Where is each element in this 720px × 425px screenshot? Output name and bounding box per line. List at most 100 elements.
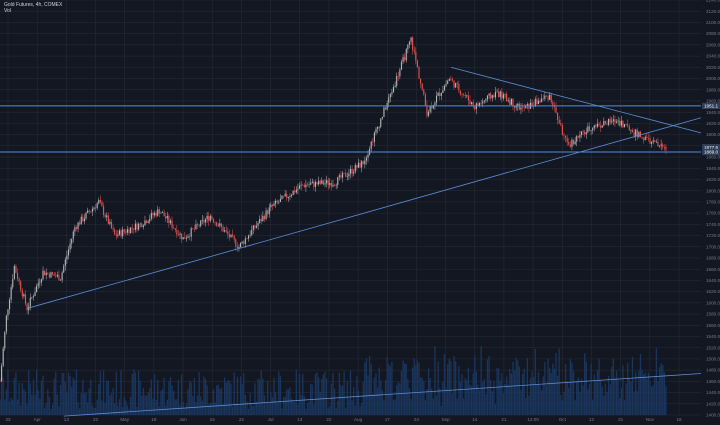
candle-body xyxy=(209,216,211,221)
candle-body xyxy=(268,207,270,215)
volume-bar xyxy=(305,408,307,415)
y-tick-label: 1840.0 xyxy=(706,166,720,171)
volume-bar xyxy=(437,361,439,415)
drawing-lines xyxy=(0,66,702,417)
y-tick-label: 1600.0 xyxy=(706,300,720,305)
candle-body xyxy=(518,103,520,110)
candle-body xyxy=(397,75,399,77)
candle-body xyxy=(373,132,375,142)
candle-body xyxy=(294,190,296,193)
candle-body xyxy=(96,203,98,209)
volume-bar xyxy=(72,377,74,415)
volume-bar xyxy=(544,361,546,415)
candle-body xyxy=(136,223,138,230)
y-tick-label: 1520.0 xyxy=(706,345,720,350)
candle-body xyxy=(378,126,380,128)
candle-body xyxy=(138,224,140,230)
candle-body xyxy=(171,220,173,228)
candle-body xyxy=(423,89,425,95)
candles xyxy=(0,36,667,383)
volume-bar xyxy=(107,380,109,415)
candle-body xyxy=(580,131,583,135)
candle-body xyxy=(267,210,269,215)
volume-bar xyxy=(623,399,626,415)
candle-body xyxy=(541,98,543,103)
volume-bar xyxy=(51,404,54,415)
candle-body xyxy=(40,279,42,283)
volume-bar xyxy=(665,386,667,415)
candle-body xyxy=(182,237,184,240)
candle-body xyxy=(314,182,317,187)
volume-bar xyxy=(458,366,460,415)
volume-bar xyxy=(69,375,71,415)
candle-body xyxy=(20,281,22,291)
candle-body xyxy=(405,49,407,61)
volume-bar xyxy=(429,378,431,415)
candle-body xyxy=(491,95,493,99)
candle-body xyxy=(647,138,649,139)
candle-body xyxy=(367,154,369,158)
candle-body xyxy=(649,138,651,144)
volume-bar xyxy=(161,389,164,415)
candle-body xyxy=(596,123,599,127)
candle-body xyxy=(166,215,168,219)
candle-body xyxy=(72,231,74,239)
y-tick-label: 2040.0 xyxy=(706,54,720,59)
volume-bar xyxy=(539,385,541,415)
candle-body xyxy=(204,219,207,223)
volume-bar xyxy=(466,380,468,415)
volume-bar xyxy=(555,352,557,415)
volume-bar xyxy=(185,404,188,415)
volume-bar xyxy=(545,385,548,415)
x-tick-label: Aug xyxy=(354,417,363,422)
candle-body xyxy=(471,102,473,104)
candle-body xyxy=(212,218,215,223)
volume-bar xyxy=(391,361,393,415)
volume-bar xyxy=(501,372,503,415)
candle-body xyxy=(377,127,379,129)
volume-bar xyxy=(12,399,14,415)
candle-body xyxy=(569,144,571,147)
volume-bar xyxy=(469,384,471,415)
candle-body xyxy=(83,218,85,222)
volume-bar xyxy=(633,391,635,415)
candle-body xyxy=(407,44,409,50)
volume-bar xyxy=(662,365,664,415)
candle-body xyxy=(55,275,57,277)
candle-body xyxy=(130,227,132,234)
candle-body xyxy=(608,119,610,125)
x-tick-label: 21 xyxy=(618,417,624,422)
candle-body xyxy=(354,165,356,172)
candle-body xyxy=(165,216,167,219)
volume-bar xyxy=(650,386,653,415)
volume-bar xyxy=(203,376,205,415)
volume-bar xyxy=(593,374,595,415)
candle-body xyxy=(262,215,264,222)
volume-bar xyxy=(582,385,584,415)
time-axis: 23 Apr 13 22 May 18 Jun 15 22 Jul 13 22 Aug 17 24 Sep 14… xyxy=(5,417,682,422)
candle-body xyxy=(224,230,226,232)
candle-body xyxy=(459,90,461,95)
volume-bar xyxy=(158,406,160,415)
volume-bar xyxy=(494,404,497,415)
candle-body xyxy=(577,136,579,138)
volume-bar xyxy=(239,376,242,415)
candle-body xyxy=(655,141,657,143)
candle-body xyxy=(120,230,122,237)
volume-bar xyxy=(585,361,587,415)
candle-body xyxy=(21,290,23,297)
volume-bar xyxy=(247,408,250,415)
volume-bar xyxy=(306,403,309,415)
volume-bar xyxy=(75,369,78,415)
candle-body xyxy=(428,111,430,116)
candle-body xyxy=(584,131,586,135)
candle-body xyxy=(82,216,84,222)
candle-body xyxy=(101,202,103,207)
volume-bar xyxy=(384,380,387,415)
volume-bar xyxy=(133,369,135,415)
candle-body xyxy=(525,105,527,109)
candle-body xyxy=(179,233,181,235)
volume-bar xyxy=(225,382,227,415)
candle-body xyxy=(507,100,509,102)
